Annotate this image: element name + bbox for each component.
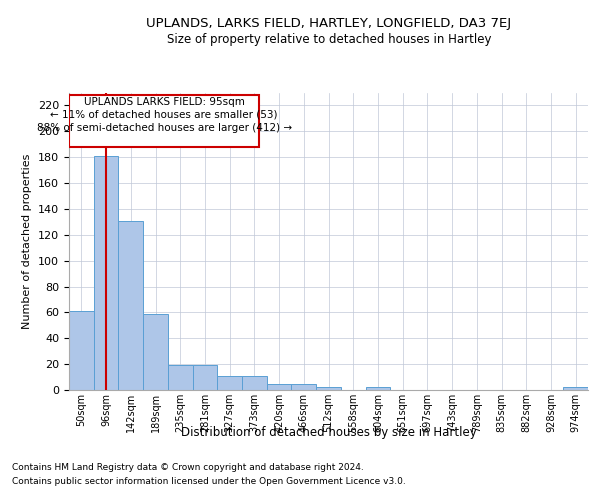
Text: ← 11% of detached houses are smaller (53): ← 11% of detached houses are smaller (53…	[50, 110, 278, 120]
Bar	[292, 384, 316, 390]
Text: UPLANDS, LARKS FIELD, HARTLEY, LONGFIELD, DA3 7EJ: UPLANDS, LARKS FIELD, HARTLEY, LONGFIELD…	[146, 18, 511, 30]
Bar	[365, 388, 390, 390]
Y-axis label: Number of detached properties: Number of detached properties	[22, 154, 32, 329]
Bar	[168, 366, 193, 390]
Bar	[563, 388, 588, 390]
Text: Size of property relative to detached houses in Hartley: Size of property relative to detached ho…	[167, 32, 491, 46]
Bar	[69, 311, 94, 390]
Bar	[118, 220, 143, 390]
Bar	[316, 388, 341, 390]
Bar	[217, 376, 242, 390]
Text: UPLANDS LARKS FIELD: 95sqm: UPLANDS LARKS FIELD: 95sqm	[84, 96, 245, 106]
Text: Contains HM Land Registry data © Crown copyright and database right 2024.: Contains HM Land Registry data © Crown c…	[12, 464, 364, 472]
Bar	[94, 156, 118, 390]
Bar	[193, 366, 217, 390]
Bar	[242, 376, 267, 390]
Text: 88% of semi-detached houses are larger (412) →: 88% of semi-detached houses are larger (…	[37, 124, 292, 134]
Bar	[143, 314, 168, 390]
Text: Distribution of detached houses by size in Hartley: Distribution of detached houses by size …	[181, 426, 476, 439]
Bar	[267, 384, 292, 390]
Text: Contains public sector information licensed under the Open Government Licence v3: Contains public sector information licen…	[12, 477, 406, 486]
Bar	[69, 95, 259, 147]
